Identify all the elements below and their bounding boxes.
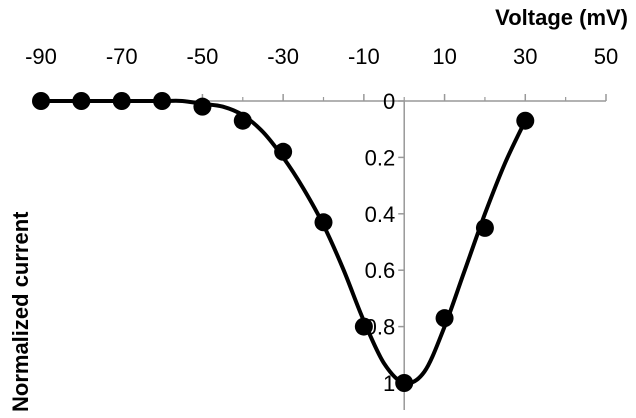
x-tick-label: 50 (594, 44, 618, 69)
y-tick-label: 0.6 (365, 258, 396, 283)
x-axis-title: Voltage (mV) (495, 5, 628, 30)
data-point (193, 97, 212, 116)
x-tick-label: -10 (348, 44, 380, 69)
y-tick-labels: 0 0.2 0.4 0.6 0.8 1 (365, 89, 396, 396)
y-tick-label: 0.2 (365, 145, 396, 170)
data-point (314, 213, 333, 232)
data-point (435, 309, 454, 328)
data-point (72, 92, 91, 110)
data-point (354, 317, 373, 336)
data-point (274, 142, 293, 161)
y-axis-ticks (398, 100, 405, 384)
x-tick-label: -70 (106, 44, 138, 69)
x-tick-label: -90 (25, 44, 57, 69)
data-point (112, 92, 131, 110)
y-tick-label: 0 (383, 89, 395, 114)
data-point (475, 218, 494, 237)
x-tick-label: 10 (432, 44, 456, 69)
fit-curve-line (39, 98, 528, 386)
data-point (395, 374, 414, 392)
x-tick-label: 30 (513, 44, 537, 69)
data-point (153, 92, 172, 110)
x-tick-labels: -90 -70 -50 -30 -10 10 30 50 (25, 44, 618, 69)
x-tick-label: -50 (187, 44, 219, 69)
y-tick-label: 1 (383, 371, 395, 396)
y-axis-title: Normalized current (8, 211, 33, 412)
data-point (516, 111, 535, 130)
y-tick-label: 0.4 (365, 202, 396, 227)
data-point (32, 92, 50, 110)
y-tick-label: 0.8 (365, 315, 396, 340)
x-tick-label: -30 (267, 44, 299, 69)
data-points (32, 92, 535, 392)
data-point (233, 111, 252, 130)
